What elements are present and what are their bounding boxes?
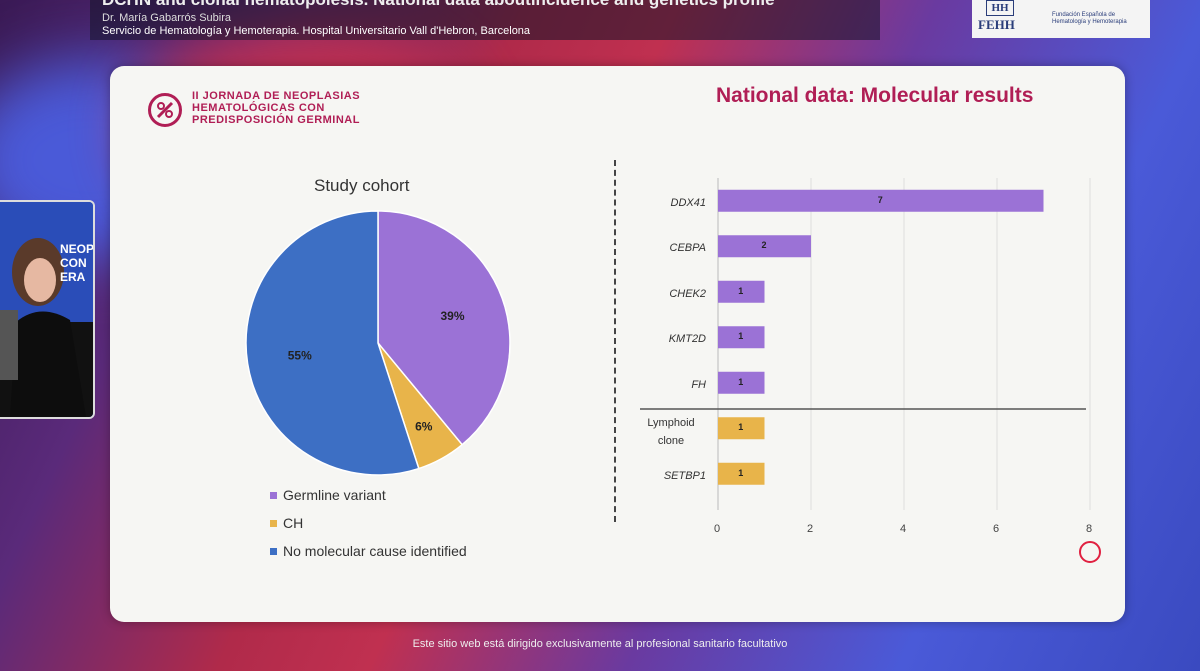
speaker-webcam: NEOP CON ERA — [0, 200, 95, 419]
fehh-text: FEHH — [978, 17, 1015, 32]
foundation-text: Fundación Española de Hematología y Hemo… — [1052, 12, 1127, 25]
legend-label: CH — [283, 515, 304, 531]
pie-slice — [245, 210, 420, 476]
pie-slice-label: 55% — [288, 348, 312, 362]
slide-title: National data: Molecular results — [716, 84, 1034, 107]
bar-value-label: 1 — [738, 422, 744, 433]
category-label: Lymphoid clone — [647, 417, 695, 448]
legend-item: No molecular cause identified — [270, 543, 467, 559]
pie-chart: 39% 6% 55% — [245, 210, 511, 476]
conference-line: HEMATOLÓGICAS CON — [192, 102, 325, 114]
column-divider — [614, 160, 616, 522]
bar-value-label: 1 — [738, 376, 744, 387]
conference-line: PREDISPOSICIÓN GERMINAL — [192, 114, 360, 126]
conference-logo-icon — [148, 93, 182, 127]
legend-swatch — [270, 519, 277, 527]
legend-swatch — [270, 547, 277, 555]
footer-disclaimer: Este sitio web está dirigido exclusivame… — [412, 638, 788, 650]
category-label: SETBP1 — [663, 469, 706, 482]
legend-item: Germline variant — [270, 487, 386, 503]
category-label: CHEK2 — [669, 287, 706, 300]
speaker-silhouette — [0, 202, 93, 417]
bar-value-label: 7 — [877, 194, 883, 205]
presentation-header: DCHN and clonal hematopoiesis. National … — [90, 0, 880, 40]
x-tick-label: 4 — [900, 523, 907, 535]
bar-value-label: 1 — [738, 331, 744, 342]
x-tick-label: 2 — [807, 523, 814, 535]
category-label: KMT2D — [668, 333, 706, 346]
pie-slice-label: 6% — [415, 419, 433, 433]
legend-swatch — [270, 491, 277, 499]
legend-label: No molecular cause identified — [283, 543, 467, 559]
conference-line: II JORNADA DE NEOPLASIAS — [192, 90, 361, 102]
x-tick-label: 8 — [1086, 523, 1093, 535]
category-label: CEBPA — [669, 242, 706, 255]
bar-value-label: 2 — [761, 240, 767, 251]
bar-value-label: 1 — [738, 467, 744, 478]
legend-label: Germline variant — [283, 487, 386, 503]
pointer-cursor-icon — [1079, 541, 1101, 563]
pie-slice-label: 39% — [441, 309, 465, 323]
event-banner-text: NEOP CON ERA — [60, 242, 94, 284]
hh-mark: HH — [986, 0, 1014, 16]
fehh-logo: HH FEHH Fundación Española de Hematologí… — [972, 0, 1150, 38]
presentation-title: DCHN and clonal hematopoiesis. National … — [102, 0, 775, 10]
speaker-institution: Servicio de Hematología y Hemoterapia. H… — [102, 25, 531, 37]
speaker-name: Dr. María Gabarrós Subira — [102, 12, 231, 24]
pie-chart-title: Study cohort — [314, 176, 410, 195]
x-tick-label: 6 — [993, 523, 1000, 535]
legend-item: CH — [270, 515, 303, 531]
pie-slice — [377, 210, 511, 446]
bar-value-label: 1 — [738, 285, 744, 296]
conference-name: II JORNADA DE NEOPLASIAS HEMATOLÓGICAS C… — [192, 90, 360, 126]
category-label: DDX41 — [670, 196, 706, 209]
x-tick-label: 0 — [714, 523, 721, 535]
category-label: FH — [691, 378, 706, 391]
